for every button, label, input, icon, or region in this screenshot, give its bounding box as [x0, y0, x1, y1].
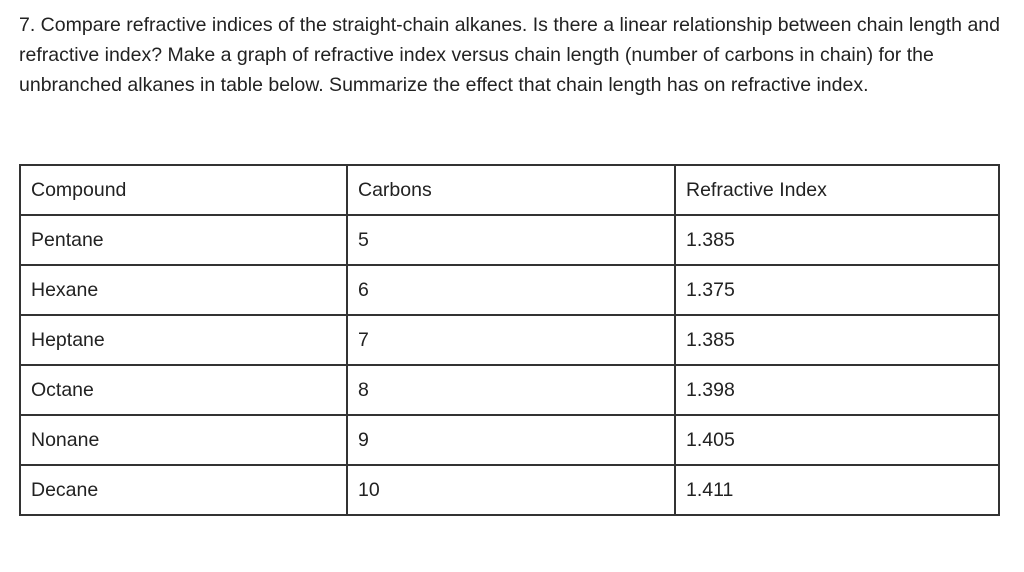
- table-cell: Pentane: [19, 214, 348, 266]
- table-cell: 8: [346, 364, 676, 416]
- table-cell: Decane: [19, 464, 348, 516]
- table-cell: 1.385: [674, 214, 1000, 266]
- table-row: Nonane 9 1.405: [19, 414, 1000, 466]
- table-cell: 7: [346, 314, 676, 366]
- table-cell: 1.411: [674, 464, 1000, 516]
- table-row: Decane 10 1.411: [19, 464, 1000, 516]
- header-cell: Refractive Index: [674, 164, 1000, 216]
- table-cell: 1.405: [674, 414, 1000, 466]
- table-cell: Heptane: [19, 314, 348, 366]
- table-cell: 1.398: [674, 364, 1000, 416]
- header-cell: Carbons: [346, 164, 676, 216]
- table-cell: 5: [346, 214, 676, 266]
- table-row: Pentane 5 1.385: [19, 214, 1000, 266]
- table-cell: 1.375: [674, 264, 1000, 316]
- header-cell: Compound: [19, 164, 348, 216]
- table-row: Octane 8 1.398: [19, 364, 1000, 416]
- alkane-table: Compound Carbons Refractive Index Pentane 5 1…: [19, 164, 1000, 516]
- table-cell: 9: [346, 414, 676, 466]
- table-cell: 1.385: [674, 314, 1000, 366]
- question-text: 7. Compare refractive indices of the str…: [19, 14, 1000, 96]
- table-cell: 6: [346, 264, 676, 316]
- header-row: Compound Carbons Refractive Index: [19, 164, 1000, 216]
- table-cell: Octane: [19, 364, 348, 416]
- table-cell: Hexane: [19, 264, 348, 316]
- table-cell: Nonane: [19, 414, 348, 466]
- table-row: Hexane 6 1.375: [19, 264, 1000, 316]
- table-cell: 10: [346, 464, 676, 516]
- table-row: Heptane 7 1.385: [19, 314, 1000, 366]
